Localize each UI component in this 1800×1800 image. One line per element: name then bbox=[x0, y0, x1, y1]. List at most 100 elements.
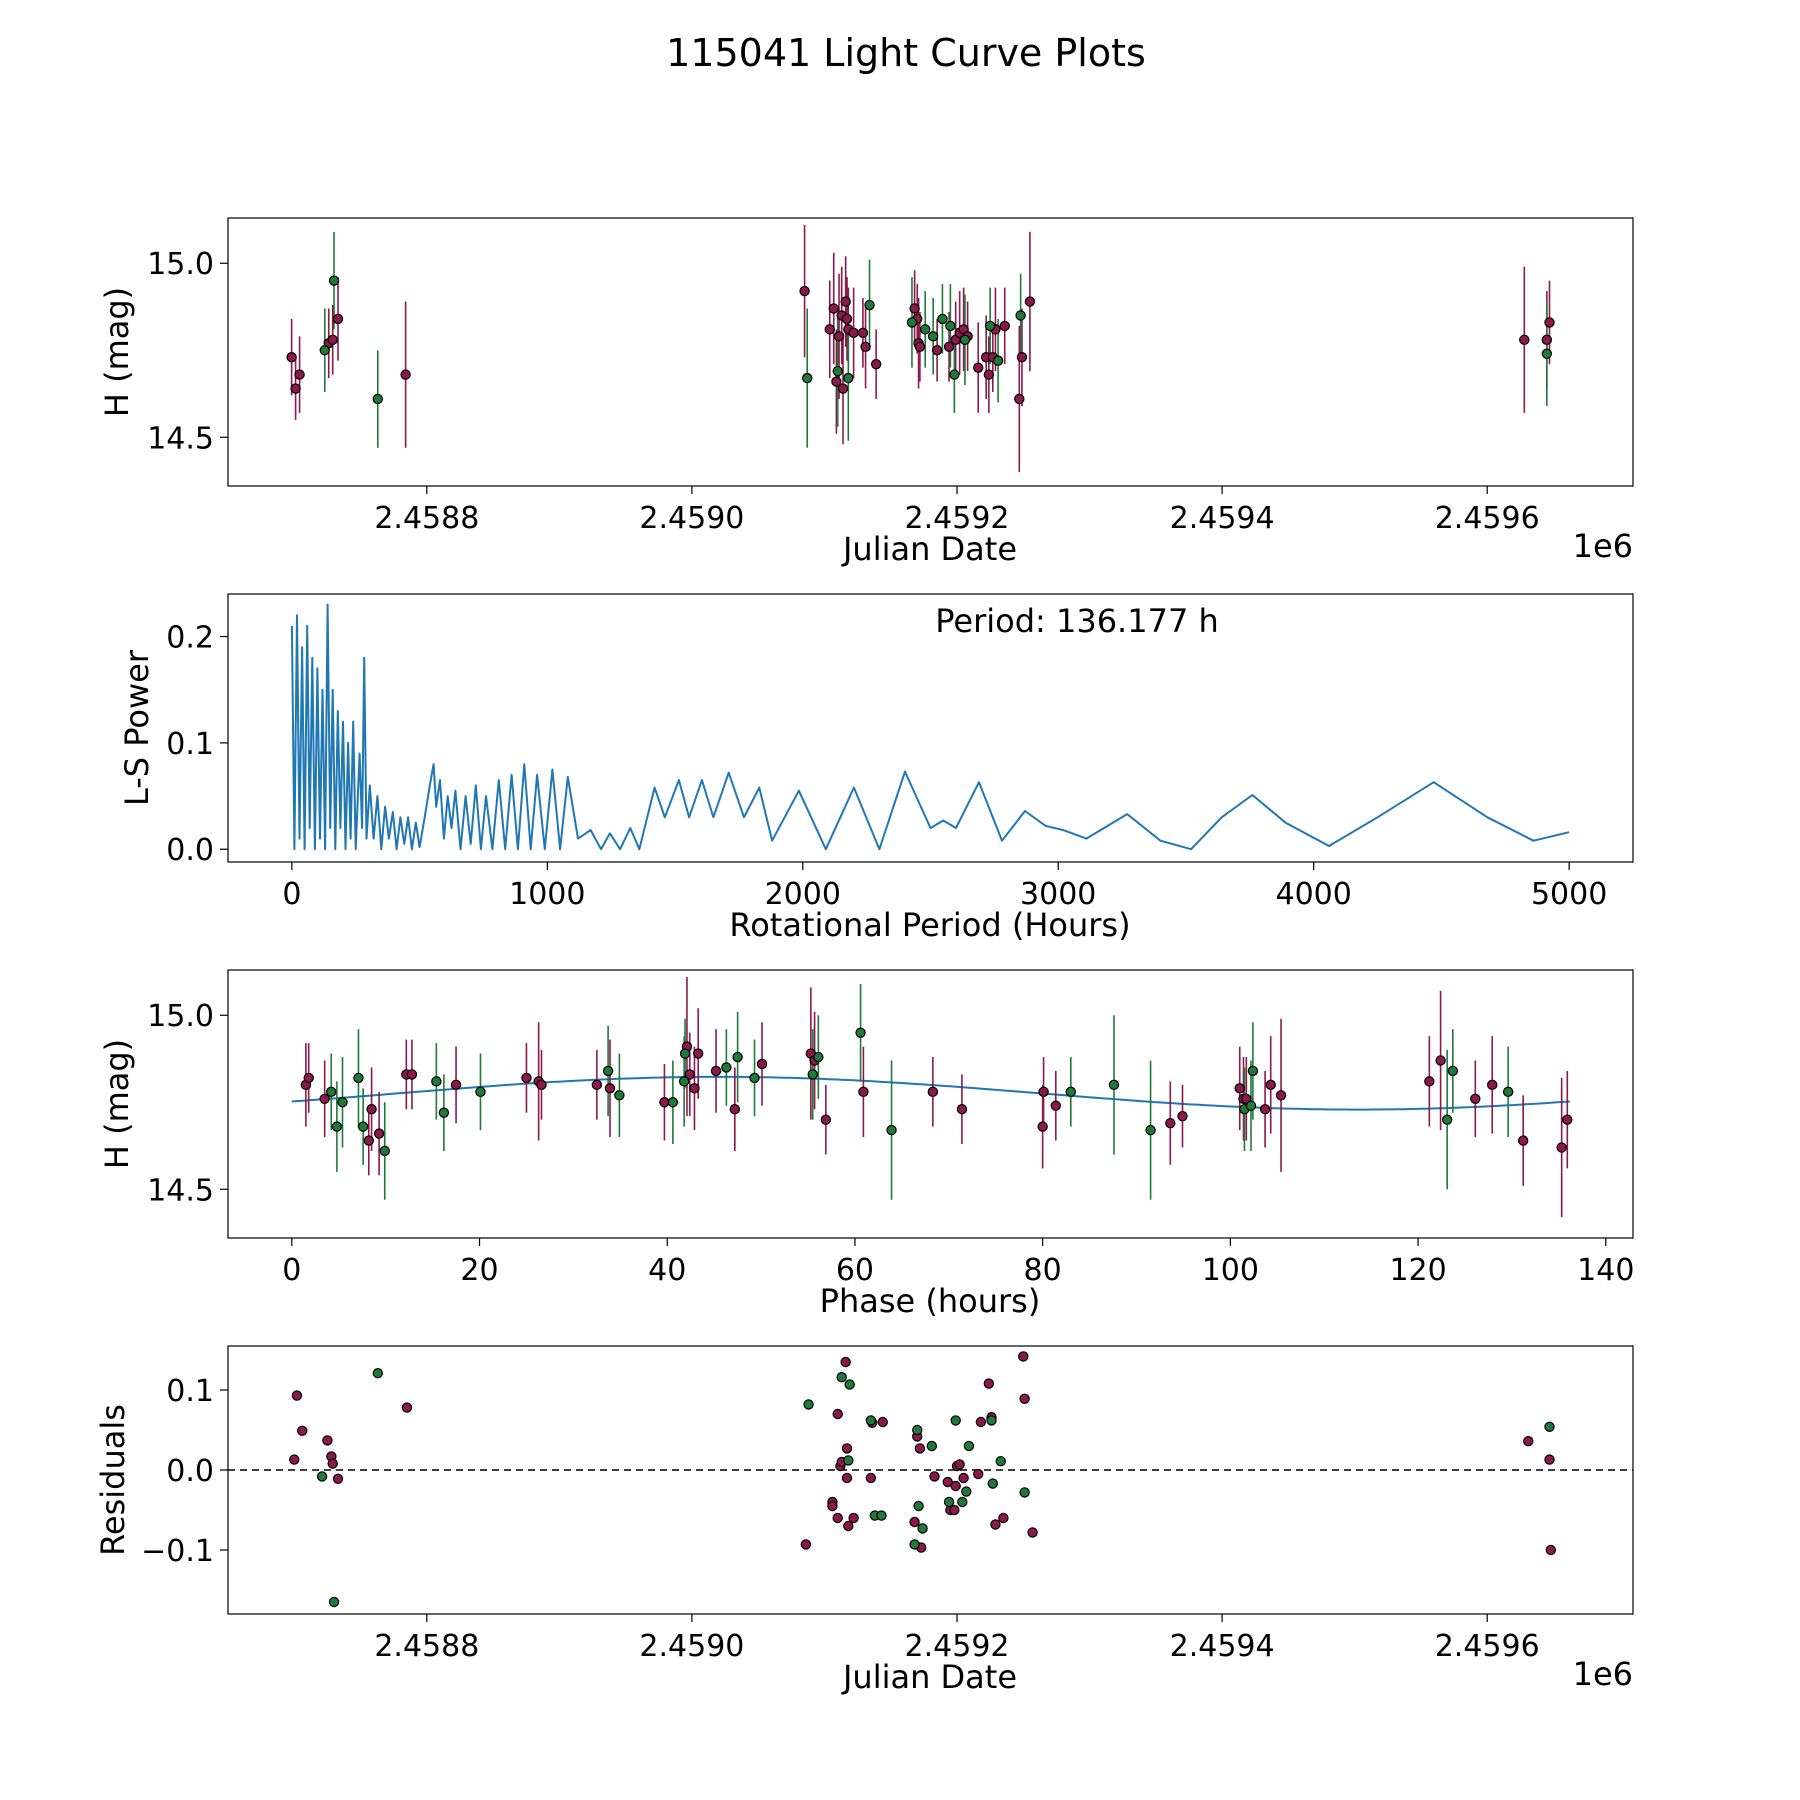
lightcurve-point-g bbox=[945, 320, 956, 332]
residuals-point-r bbox=[832, 1408, 843, 1420]
lightcurve-point-r bbox=[841, 313, 853, 325]
residuals-point-g bbox=[986, 1415, 997, 1426]
phased-point-r bbox=[1241, 1093, 1252, 1104]
periodogram-line bbox=[290, 603, 1570, 851]
phased-point-r bbox=[1037, 1121, 1048, 1132]
residuals-point-r bbox=[827, 1500, 838, 1512]
residuals-panel: 2.4588 2.4590 2.4592 2.4594 2.4596 −0.1 0.0 0.1… bbox=[94, 1345, 1634, 1696]
lightcurve-point-r bbox=[286, 352, 297, 363]
phased-point-g bbox=[331, 1121, 343, 1132]
residuals-point-r bbox=[958, 1472, 969, 1484]
phased-point-r bbox=[1487, 1079, 1498, 1091]
residuals-point-r bbox=[998, 1512, 1009, 1524]
phased-point-r bbox=[1470, 1093, 1481, 1104]
residuals-point-g bbox=[943, 1496, 955, 1508]
residuals-offset-label: 1e6 bbox=[1573, 1655, 1633, 1693]
model-curve bbox=[291, 1075, 1570, 1111]
phased-point-r bbox=[956, 1104, 968, 1115]
phased-point-r bbox=[1556, 1142, 1567, 1153]
residuals-point-r bbox=[990, 1519, 1001, 1530]
lightcurve-point-r bbox=[860, 341, 871, 352]
residuals-ytick-label: 0.0 bbox=[166, 1454, 214, 1489]
residuals-point-r bbox=[929, 1471, 940, 1482]
phased-point-g bbox=[379, 1145, 390, 1157]
residuals-point-r bbox=[1544, 1454, 1555, 1465]
lightcurve-point-r bbox=[999, 320, 1010, 332]
phased-point-r bbox=[363, 1135, 374, 1146]
residuals-point-r bbox=[1018, 1351, 1029, 1362]
phased-point-r bbox=[1038, 1086, 1049, 1098]
phased-point-r bbox=[693, 1048, 704, 1059]
residuals-point-r bbox=[1545, 1544, 1557, 1556]
residuals-point-r bbox=[1019, 1393, 1030, 1405]
phased-xlabel: Phase (hours) bbox=[820, 1282, 1041, 1320]
phased-point-r bbox=[406, 1069, 418, 1080]
phased-ticks: 0 20 40 60 80 100 120 140 14.5 15.0 bbox=[147, 999, 1634, 1288]
lightcurve-point-g bbox=[992, 355, 1004, 366]
residuals-point-r bbox=[865, 1472, 877, 1484]
lightcurve-point-r bbox=[848, 327, 859, 339]
phased-xtick-label: 140 bbox=[1577, 1253, 1634, 1288]
residuals-point-r bbox=[289, 1454, 300, 1465]
phased-point-g bbox=[326, 1086, 337, 1098]
lightcurve-point-r bbox=[400, 369, 411, 380]
periodogram-ticks: 0 1000 2000 3000 4000 5000 0.0 0.1 0.2 bbox=[166, 621, 1607, 912]
residuals-point-g bbox=[836, 1371, 847, 1383]
lightcurve-point-g bbox=[906, 317, 918, 328]
phased-point-r bbox=[1259, 1104, 1271, 1115]
residuals-point-r bbox=[848, 1512, 859, 1524]
phased-ytick-label: 15.0 bbox=[147, 999, 214, 1034]
phased-plot-area bbox=[291, 976, 1573, 1218]
lightcurve-plot-area bbox=[286, 224, 1555, 473]
phased-point-r bbox=[1435, 1055, 1446, 1066]
phased-point-r bbox=[366, 1104, 377, 1115]
phased-point-r bbox=[373, 1128, 385, 1139]
periodogram-xtick-label: 5000 bbox=[1531, 877, 1607, 912]
lightcurve-point-r bbox=[332, 313, 344, 325]
lightcurve-point-r bbox=[973, 362, 984, 373]
lightcurve-point-g bbox=[919, 324, 931, 335]
phased-point-r bbox=[820, 1114, 832, 1125]
lightcurve-ytick-label: 15.0 bbox=[147, 247, 214, 282]
residuals-point-r bbox=[327, 1458, 338, 1469]
residuals-xtick-label: 2.4596 bbox=[1435, 1629, 1540, 1664]
phased-panel: 0 20 40 60 80 100 120 140 14.5 15.0 Phase (hours)… bbox=[98, 969, 1634, 1320]
phased-point-g bbox=[614, 1090, 625, 1101]
phased-point-g bbox=[1441, 1114, 1453, 1125]
residuals-point-g bbox=[912, 1424, 923, 1436]
phased-point-r bbox=[521, 1072, 532, 1084]
period-annotation: Period: 136.177 h bbox=[935, 602, 1219, 640]
phased-point-g bbox=[749, 1072, 760, 1084]
residuals-point-r bbox=[877, 1416, 888, 1428]
phased-point-r bbox=[659, 1097, 670, 1108]
lightcurve-point-r bbox=[831, 376, 842, 387]
phased-point-g bbox=[1108, 1079, 1120, 1091]
phased-point-g bbox=[431, 1076, 442, 1087]
phased-point-r bbox=[536, 1079, 547, 1091]
phased-point-r bbox=[319, 1093, 330, 1104]
periodogram-ylabel: L-S Power bbox=[118, 649, 156, 806]
phased-point-r bbox=[689, 1083, 700, 1094]
lightcurve-point-g bbox=[864, 299, 875, 311]
residuals-point-g bbox=[950, 1415, 961, 1426]
residuals-point-g bbox=[909, 1539, 920, 1550]
residuals-xtick-label: 2.4594 bbox=[1170, 1629, 1275, 1664]
lightcurve-ticks: 2.4588 2.4590 2.4592 2.4594 2.4596 14.5 15.0 bbox=[147, 247, 1539, 536]
residuals-point-g bbox=[926, 1440, 938, 1452]
phased-point-g bbox=[813, 1051, 824, 1063]
phased-point-r bbox=[604, 1083, 616, 1094]
residuals-xtick-label: 2.4588 bbox=[374, 1629, 479, 1664]
residuals-point-g bbox=[987, 1478, 998, 1489]
lightcurve-point-r bbox=[943, 341, 955, 352]
residuals-xlabel: Julian Date bbox=[841, 1658, 1017, 1696]
phased-point-g bbox=[1502, 1086, 1514, 1098]
lightcurve-xlabel: Julian Date bbox=[841, 530, 1017, 568]
lightcurve-panel: 2.4588 2.4590 2.4592 2.4594 2.4596 14.5 15.0 J… bbox=[98, 217, 1634, 568]
residuals-point-r bbox=[291, 1390, 303, 1401]
phased-point-g bbox=[1447, 1065, 1458, 1077]
lightcurve-point-g bbox=[1015, 310, 1026, 321]
phased-point-r bbox=[756, 1058, 768, 1070]
lightcurve-xtick-label: 2.4590 bbox=[639, 501, 744, 536]
residuals-point-r bbox=[975, 1416, 987, 1428]
lightcurve-point-r bbox=[1024, 296, 1036, 307]
